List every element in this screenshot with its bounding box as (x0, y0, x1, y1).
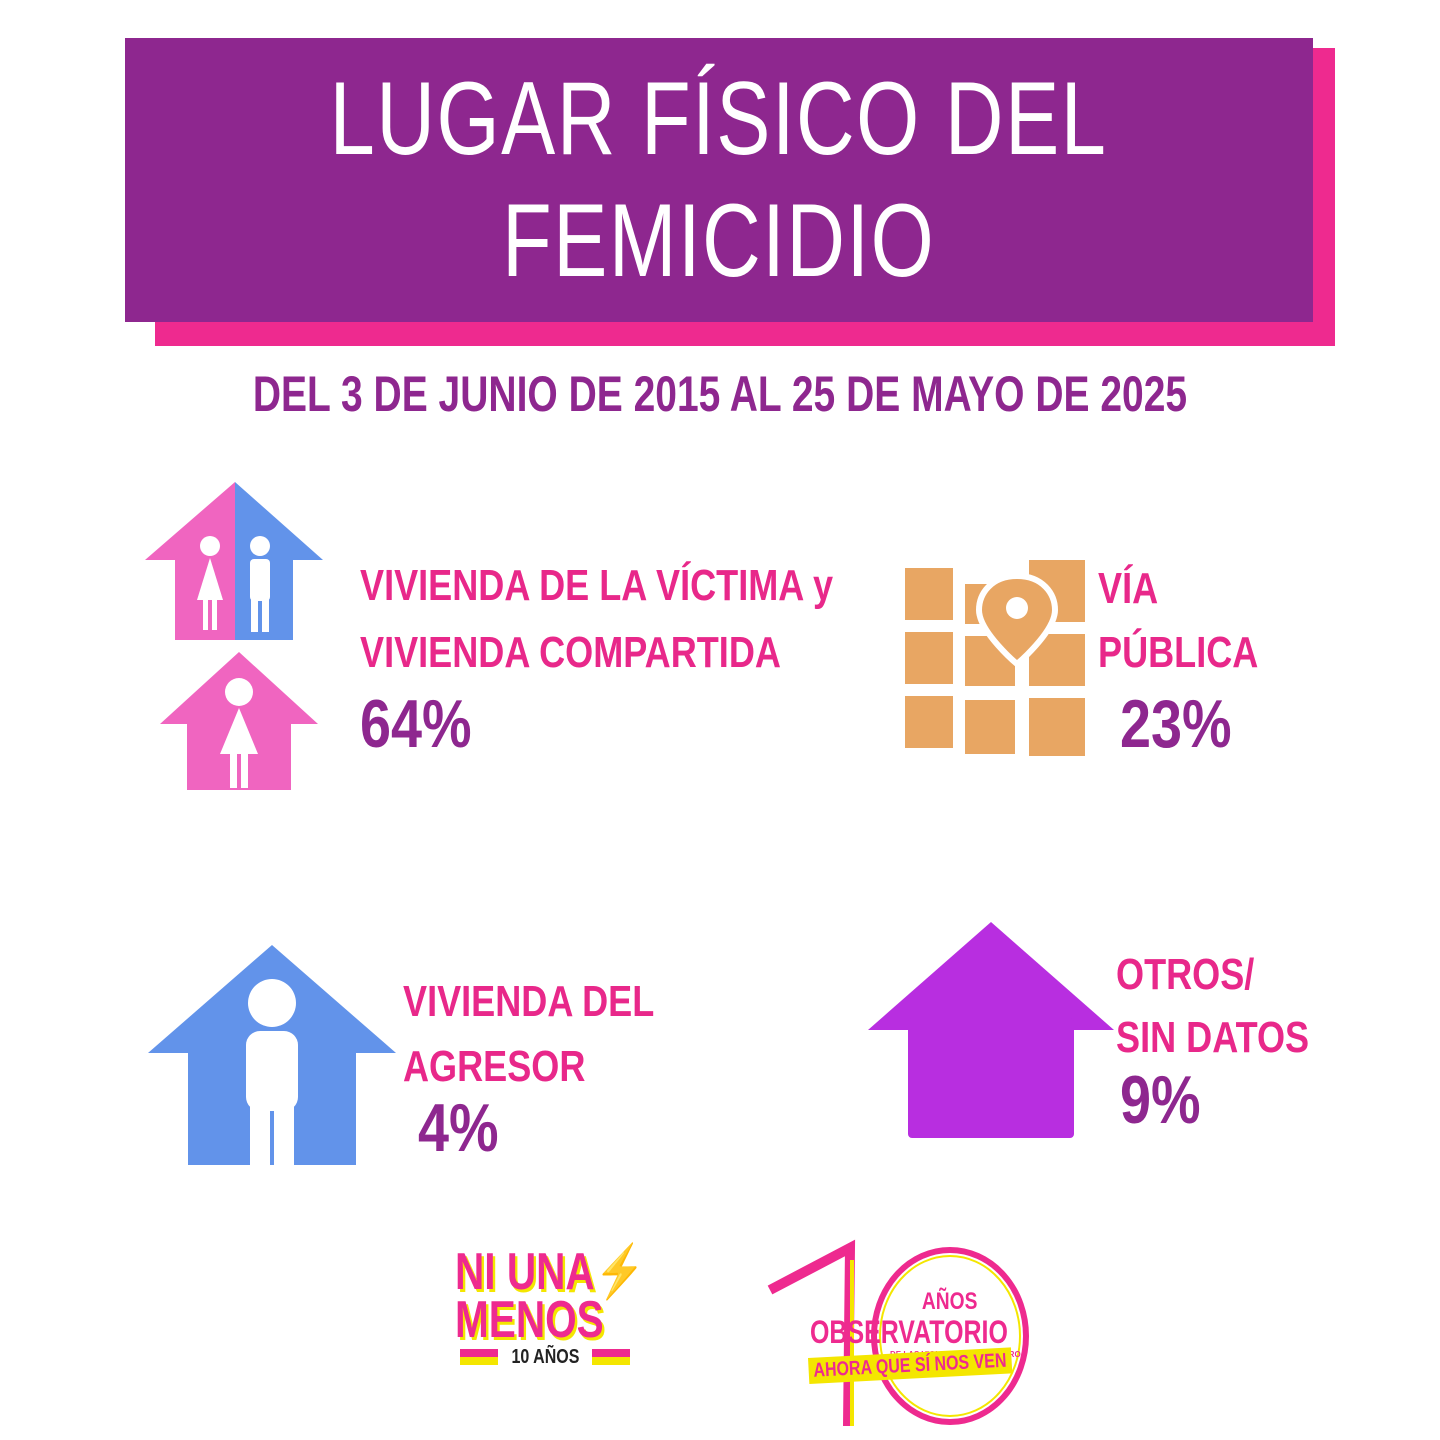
stat-victima-label-2: VIVIENDA COMPARTIDA (360, 628, 781, 677)
stripe-right (592, 1349, 630, 1365)
stat-agresor-percent: 4% (418, 1090, 499, 1166)
stat-victima-percent: 64% (360, 686, 472, 762)
woman-house-icon (160, 652, 318, 790)
date-range-subtitle: DEL 3 DE JUNIO DE 2015 AL 25 DE MAYO DE … (252, 366, 1188, 422)
ni-una-menos-years: 10 AÑOS (511, 1345, 579, 1368)
shared-house-icon (145, 482, 323, 640)
stat-otros-label-2: SIN DATOS (1116, 1013, 1310, 1062)
map-pin-icon (905, 560, 1085, 756)
bolt-icon: ⚡ (594, 1243, 646, 1301)
ni-una-menos-years-bar: 10 AÑOS (460, 1345, 630, 1368)
stat-victima-label-1: VIVIENDA DE LA VÍCTIMA y (360, 561, 834, 610)
ni-una-menos-line-1: NI UNA (455, 1243, 595, 1301)
house-icon (868, 922, 1114, 1138)
stat-otros-label-1: OTROS/ (1116, 950, 1255, 999)
observatorio-logo: AÑOS OBSERVATORIO DE LAS VIOLENCIAS DE G… (760, 1239, 1040, 1430)
stat-via-publica-label-2: PÚBLICA (1098, 628, 1259, 677)
ni-una-menos-logo: NI UNA⚡ MENOS 10 AÑOS (455, 1243, 645, 1375)
stripe-left (460, 1349, 498, 1365)
ni-una-menos-line-2: MENOS (455, 1291, 604, 1349)
stat-via-publica-percent: 23% (1120, 686, 1232, 762)
man-house-icon (148, 945, 396, 1165)
observatorio-anios: AÑOS (921, 1288, 978, 1315)
page-title-line-2: FEMICIDIO (502, 183, 936, 299)
title-banner: LUGAR FÍSICO DEL FEMICIDIO (125, 38, 1313, 322)
stat-agresor-label-1: VIVIENDA DEL (403, 977, 655, 1026)
page-title-line-1: LUGAR FÍSICO DEL (330, 61, 1108, 177)
observatorio-name: OBSERVATORIO (810, 1314, 1008, 1350)
stat-agresor-label-2: AGRESOR (403, 1042, 586, 1091)
stat-via-publica-label-1: VÍA (1098, 564, 1159, 613)
stat-otros-percent: 9% (1120, 1062, 1201, 1138)
